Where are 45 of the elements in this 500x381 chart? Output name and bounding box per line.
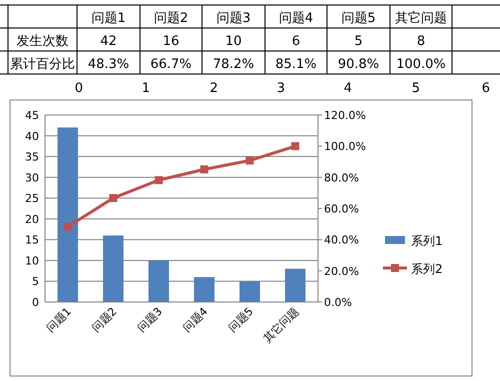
- y-tick-label: 25: [25, 192, 39, 206]
- y-tick-label: 10: [25, 254, 39, 268]
- text: 5: [412, 81, 420, 96]
- y2-tick-label: 100.0%: [324, 140, 366, 154]
- table: 问题1 42 48.3% 问题2 16 66.7% 问题3 10 78.2% 问题4 6 85.1% 问题5 5 90.8% 其它问题 8 100.0% 发生次数 累计百分比: [0, 4, 500, 74]
- point: [64, 222, 72, 231]
- text: 2: [210, 81, 218, 96]
- x-tick-label: 其它问题: [261, 304, 302, 346]
- point: [200, 165, 208, 174]
- x-tick-label: 问题3: [135, 304, 165, 335]
- x-tick-label: 问题1: [44, 304, 74, 335]
- text: 0: [74, 81, 83, 96]
- text: 3: [276, 81, 285, 96]
- bar: [103, 236, 124, 302]
- y2-tick-label: 60.0%: [324, 202, 359, 216]
- y-tick-label: 20: [25, 212, 39, 226]
- point: [291, 142, 300, 150]
- x-tick-label: 问题2: [90, 304, 120, 335]
- point: [246, 156, 254, 165]
- y-tick-label: 15: [25, 234, 39, 247]
- y-tick-label: 0: [32, 296, 39, 309]
- y-tick-label: 35: [25, 150, 39, 164]
- bar: [194, 277, 214, 302]
- text: 6: [482, 81, 490, 96]
- y2-tick-label: 120.0%: [324, 109, 366, 122]
- text: 1: [142, 81, 150, 96]
- bar: [285, 268, 306, 302]
- bar: [148, 260, 169, 302]
- y2-tick-label: 40.0%: [324, 234, 359, 247]
- legend-label: 系列2: [411, 262, 443, 276]
- y2-tick-label: 0.0%: [324, 296, 352, 309]
- y-tick-label: 5: [32, 275, 39, 288]
- y2-tick-label: 80.0%: [324, 171, 359, 184]
- y-tick-label: 30: [25, 171, 39, 184]
- point: [109, 194, 118, 202]
- text: 4: [344, 81, 352, 96]
- y-tick-label: 45: [25, 109, 39, 122]
- x-tick-label: 问题4: [180, 304, 210, 335]
- bar: [58, 127, 78, 302]
- x-tick-label: 问题5: [226, 304, 256, 335]
- point: [154, 176, 163, 184]
- legend-label: 系列1: [411, 234, 443, 248]
- bar: [240, 281, 260, 302]
- y-tick-label: 40: [25, 130, 39, 143]
- y2-tick-label: 20.0%: [324, 264, 359, 278]
